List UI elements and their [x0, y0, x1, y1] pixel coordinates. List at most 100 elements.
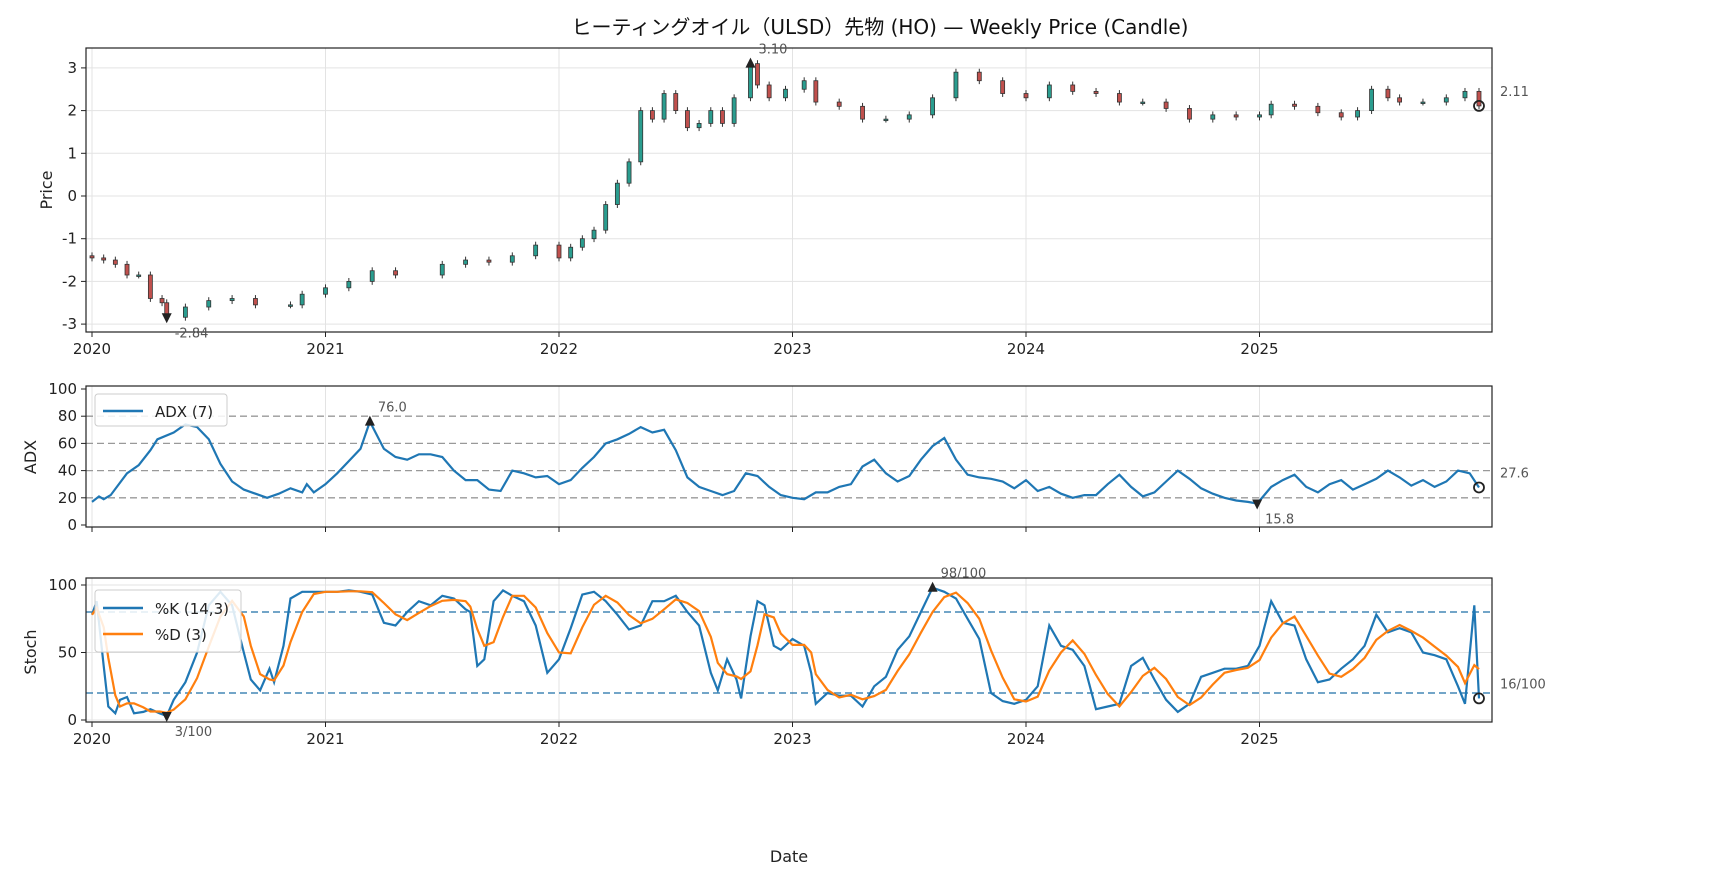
candle-body [813, 80, 819, 103]
candle-body [953, 71, 959, 99]
candle-body [1210, 114, 1216, 120]
x-tick-label: 2024 [1007, 730, 1045, 748]
candle-body [101, 257, 107, 261]
candle-body [463, 259, 469, 265]
candle-body [1355, 110, 1360, 118]
candle-body [650, 110, 655, 120]
max-label: 3.10 [758, 43, 787, 58]
candle-body [1338, 112, 1344, 118]
max-marker [364, 415, 375, 426]
candle-body [486, 259, 492, 263]
candle-body [673, 93, 679, 111]
candle-body [836, 101, 842, 107]
candle-body [299, 293, 305, 306]
candle-body [661, 93, 667, 120]
candle-body [720, 110, 725, 124]
candle-body [1187, 108, 1192, 120]
legend-label-adx: ADX (7) [155, 403, 213, 421]
min-label: 15.8 [1265, 513, 1294, 528]
candle-body [253, 298, 258, 306]
candle-body [439, 263, 445, 276]
plot-frame [85, 385, 1493, 528]
candle-body [976, 71, 982, 82]
candle-body [930, 97, 935, 116]
stoch-d-line [91, 590, 1480, 714]
candle-body [346, 280, 352, 289]
adx-panel: 0 20 40 60 80 100 76.0 15.8 27.6 ADX (7) [48, 380, 1529, 534]
y-tick-label: -3 [62, 315, 77, 333]
candle-body [1000, 80, 1006, 94]
candle-body [89, 255, 95, 259]
x-tick-label: 2020 [73, 340, 111, 358]
candle-body [783, 88, 788, 99]
candle-body [1233, 114, 1239, 118]
legend-label: %D (3) [155, 626, 207, 644]
price-ylabel: Price [37, 170, 56, 209]
candle-body [1268, 103, 1274, 116]
candle-body [509, 255, 515, 263]
x-axis-label: Date [770, 847, 808, 866]
y-tick-label: -1 [62, 230, 77, 248]
candle-body [1117, 93, 1122, 103]
candle-body [533, 244, 539, 257]
candle-body [1385, 88, 1391, 99]
x-tick-label: 2022 [540, 730, 578, 748]
legend-box [94, 393, 228, 427]
candle-body [112, 259, 118, 265]
candle-body [801, 80, 807, 90]
candle-body [206, 300, 212, 308]
candle-body [591, 229, 597, 240]
x-tick-label: 2025 [1240, 730, 1278, 748]
candle-body [685, 110, 690, 129]
y-tick-label: 0 [67, 516, 77, 534]
candle-body [906, 114, 912, 120]
candle-body [614, 182, 620, 205]
min-label: 3/100 [175, 725, 212, 740]
x-tick-label: 2023 [773, 730, 811, 748]
legend-label: %K (14,3) [155, 600, 229, 618]
candle-body [1093, 90, 1099, 94]
candle-body [638, 110, 644, 163]
candle-body [393, 270, 398, 276]
max-label: 98/100 [941, 567, 987, 582]
x-tick-label: 2021 [306, 730, 344, 748]
y-tick-label: 60 [58, 434, 77, 452]
min-label: -2.84 [175, 326, 209, 341]
candle-body [1443, 97, 1449, 103]
stoch-panel: 2020 2021 2022 2023 2024 2025 0 50 100 98/100 3/10… [48, 567, 1545, 748]
legend-box [94, 589, 242, 653]
candle-body [1476, 90, 1482, 107]
last-label: 27.6 [1500, 466, 1529, 481]
min-marker [1252, 499, 1263, 510]
candle-body [708, 110, 714, 124]
candle-body [860, 105, 865, 120]
candle-body [182, 306, 188, 318]
candle-body [755, 63, 760, 86]
last-marker [1473, 481, 1485, 494]
candle-body [159, 298, 165, 304]
candle-body [288, 304, 293, 307]
candle-body [1070, 84, 1076, 92]
min-marker [161, 313, 172, 324]
candle-body [626, 161, 632, 184]
candle-body [1292, 103, 1297, 107]
candle-body [229, 298, 235, 302]
candle-body [766, 84, 772, 99]
candle-body [369, 270, 375, 282]
max-label: 76.0 [378, 401, 407, 416]
last-label: 2.11 [1500, 85, 1529, 100]
x-tick-label: 2020 [73, 730, 111, 748]
candle-body [136, 274, 142, 277]
candle-body [579, 238, 585, 248]
y-tick-label: 20 [58, 489, 77, 507]
max-marker [745, 57, 756, 68]
last-marker [1473, 692, 1485, 705]
x-tick-label: 2025 [1240, 340, 1278, 358]
y-tick-label: 3 [67, 59, 77, 77]
candle-body [731, 97, 737, 124]
max-marker [927, 581, 938, 592]
y-tick-label: 100 [48, 576, 77, 594]
candle-body [147, 274, 153, 299]
candle-body [748, 63, 753, 99]
